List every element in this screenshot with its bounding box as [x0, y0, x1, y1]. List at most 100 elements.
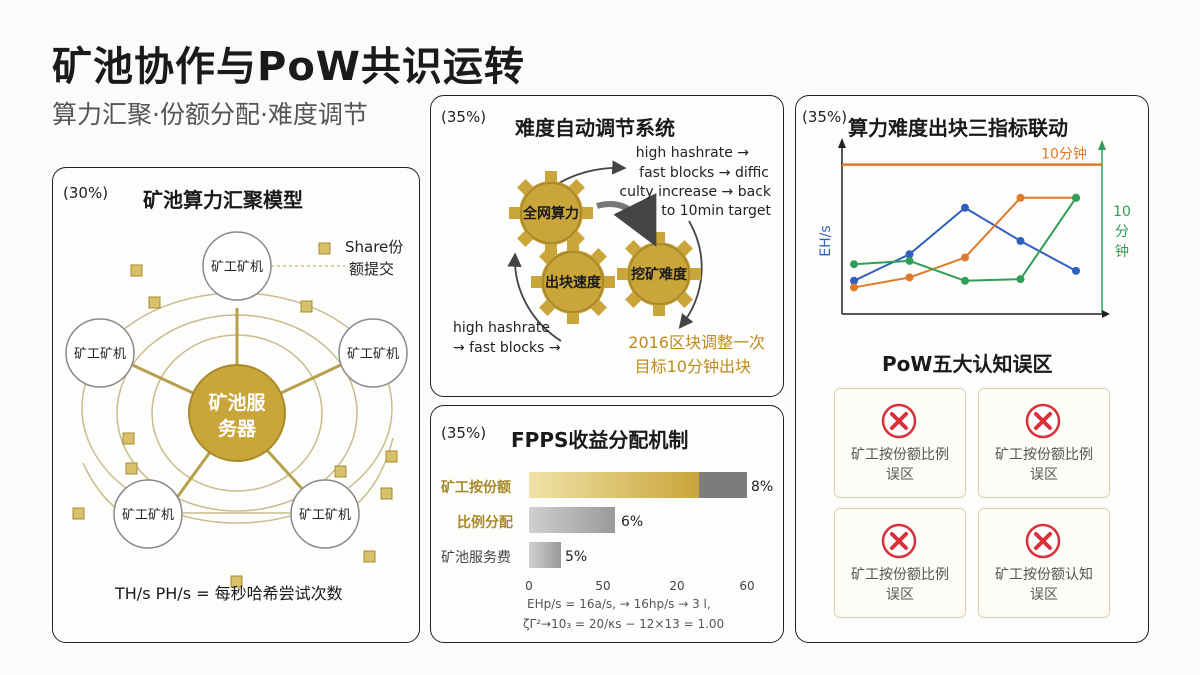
series-0-point-3 — [1016, 236, 1025, 245]
note-left-1: high hashrate — [453, 320, 550, 336]
gear-link-arrow-icon — [596, 193, 657, 247]
series-2-point-1 — [905, 256, 914, 265]
fpps-bar-label-2: 矿池服务费 — [441, 550, 511, 566]
chart-y2-label-1: 10 — [1113, 204, 1131, 220]
page-subtitle: 算力汇聚·份额分配·难度调节 — [52, 100, 368, 129]
series-2-point-3 — [1016, 275, 1025, 284]
share-token-icons — [72, 242, 398, 588]
miner-label-bottom-right: 矿工矿机 — [299, 508, 351, 523]
gear-hashrate-label: 全网算力 — [522, 205, 579, 222]
series-0-point-1 — [905, 250, 914, 259]
myth-4-line-2: 误区 — [1030, 587, 1058, 603]
pool-pct: (30%) — [63, 184, 109, 202]
myth-4-line-1: 矿工按份额认知 — [995, 567, 1093, 583]
pool-diagram: 矿池服 务器 矿工矿机 矿工矿机 矿工矿机 矿工矿机 矿工矿机 — [65, 231, 408, 588]
series-line-0 — [853, 206, 1077, 282]
fpps-bar-label-0: 矿工按份额 — [441, 480, 511, 496]
note-gold-1: 2016区块调整一次 — [628, 333, 765, 352]
miner-label-bottom-left: 矿工矿机 — [122, 508, 174, 523]
difficulty-title: 难度自动调节系统 — [515, 116, 675, 140]
fpps-bar-0-gray — [699, 472, 747, 498]
fpps-bar-1 — [529, 507, 615, 533]
cross-icon — [1025, 523, 1061, 559]
difficulty-panel: (35%) 难度自动调节系统 — [430, 95, 784, 397]
series-2-point-0 — [850, 260, 858, 269]
miner-label-top: 矿工矿机 — [211, 260, 263, 275]
gear-cycle-diagram: 全网算力 出块速度 挖矿难度 high hashrate → fast bloc… — [453, 145, 772, 376]
page-title: 矿池协作与PoW共识运转 — [52, 44, 525, 90]
myth-1-line-2: 误区 — [886, 467, 914, 483]
series-1-point-3 — [1016, 193, 1025, 202]
myth-2-line-2: 误区 — [1030, 467, 1058, 483]
note-left-2: → fast blocks → — [453, 340, 561, 356]
cross-icon — [881, 523, 917, 559]
fpps-value-2: 5% — [565, 549, 587, 565]
fpps-tick-0: 0 — [525, 579, 533, 593]
miner-node-top — [202, 231, 272, 301]
fpps-panel: (35%) FPPS收益分配机制 矿工按份额 比例分配 矿池服务费 8% 6% … — [430, 405, 784, 643]
metrics-line-chart: EH/s 10 分 钟 10分钟 — [818, 138, 1131, 318]
myth-card-1: 矿工按份额比例 误区 — [834, 388, 966, 498]
myths-title: PoW五大认知误区 — [882, 352, 1053, 376]
share-note-line-2: 额提交 — [349, 260, 394, 278]
miner-label-left: 矿工矿机 — [74, 347, 126, 362]
fpps-value-1: 6% — [621, 514, 643, 530]
chart-ylabel: EH/s — [818, 225, 834, 256]
fpps-value-0: 8% — [751, 479, 773, 495]
gear-block-speed-label: 出块速度 — [545, 274, 602, 291]
myth-3-line-1: 矿工按份额比例 — [851, 567, 949, 583]
chart-y-arrow-icon — [838, 138, 846, 148]
cross-icon — [881, 403, 917, 439]
chart-x-arrow-icon — [1102, 310, 1110, 318]
miner-node-bottom-left — [113, 479, 183, 549]
miner-node-left — [65, 318, 135, 388]
series-2-point-4 — [1072, 193, 1080, 202]
fpps-bar-0-gold — [529, 472, 699, 498]
note-right-3: culty increase → back — [619, 184, 771, 200]
pool-title: 矿池算力汇聚模型 — [143, 188, 303, 212]
series-0-point-2 — [961, 203, 969, 212]
pool-server-label-1: 矿池服 — [208, 391, 266, 414]
note-right-2: fast blocks → diffic — [639, 165, 769, 181]
fpps-bar-chart: 8% 6% 5% 0 50 20 60 EHp/s = 16a/s, → 16h… — [523, 472, 773, 631]
fpps-title: FPPS收益分配机制 — [511, 428, 689, 452]
metrics-panel: (35%) 算力难度出块三指标联动 EH/s 10 分 钟 10分钟 PoW五大… — [795, 95, 1149, 643]
series-1-point-0 — [850, 283, 858, 292]
chart-y2-label-3: 钟 — [1115, 243, 1129, 260]
fpps-tick-2: 20 — [669, 579, 684, 593]
chart-y2-label-2: 分 — [1115, 224, 1129, 240]
pool-panel: (30%) 矿池算力汇聚模型 矿池服 务器 — [52, 167, 420, 643]
series-1-point-1 — [905, 273, 914, 282]
share-note-line-1: Share份 — [345, 238, 403, 256]
metrics-title: 算力难度出块三指标联动 — [848, 116, 1068, 140]
fpps-tick-1: 50 — [595, 579, 610, 593]
myth-3-line-2: 误区 — [886, 587, 914, 603]
series-0-point-4 — [1072, 266, 1080, 275]
miner-node-bottom-right — [290, 479, 360, 549]
miner-label-right: 矿工矿机 — [347, 347, 399, 362]
myth-card-3: 矿工按份额比例 误区 — [834, 508, 966, 618]
myth-card-4: 矿工按份额认知 误区 — [978, 508, 1110, 618]
fpps-bar-2 — [529, 542, 561, 568]
myth-1-line-1: 矿工按份额比例 — [851, 447, 949, 463]
pool-server-label-2: 务器 — [218, 417, 257, 440]
note-right-4: to 10min target — [661, 203, 771, 219]
note-right-1: high hashrate → — [636, 145, 749, 161]
series-2-point-2 — [961, 276, 969, 285]
pool-footer: TH/s PH/s = 每秒哈希尝试次数 — [115, 584, 343, 603]
fpps-formula-1: EHp/s = 16a/s, → 16hp/s → 3 l, — [527, 597, 711, 611]
reference-line-label: 10分钟 — [1041, 146, 1087, 163]
myth-2-line-1: 矿工按份额比例 — [995, 447, 1093, 463]
cross-icon — [1025, 403, 1061, 439]
gear-difficulty-label: 挖矿难度 — [631, 266, 688, 283]
series-0-point-0 — [850, 276, 858, 285]
fpps-tick-3: 60 — [739, 579, 754, 593]
series-1-point-2 — [961, 253, 969, 262]
note-gold-2: 目标10分钟出块 — [635, 357, 751, 376]
chart-y2-arrow-icon — [1098, 140, 1106, 150]
fpps-formula-2: ζΓ²→10₃ = 20/κs − 12×13 = 1.00 — [523, 617, 724, 631]
difficulty-pct: (35%) — [441, 108, 487, 126]
fpps-bar-label-1: 比例分配 — [457, 515, 513, 531]
myth-card-2: 矿工按份额比例 误区 — [978, 388, 1110, 498]
metrics-pct: (35%) — [802, 108, 848, 126]
